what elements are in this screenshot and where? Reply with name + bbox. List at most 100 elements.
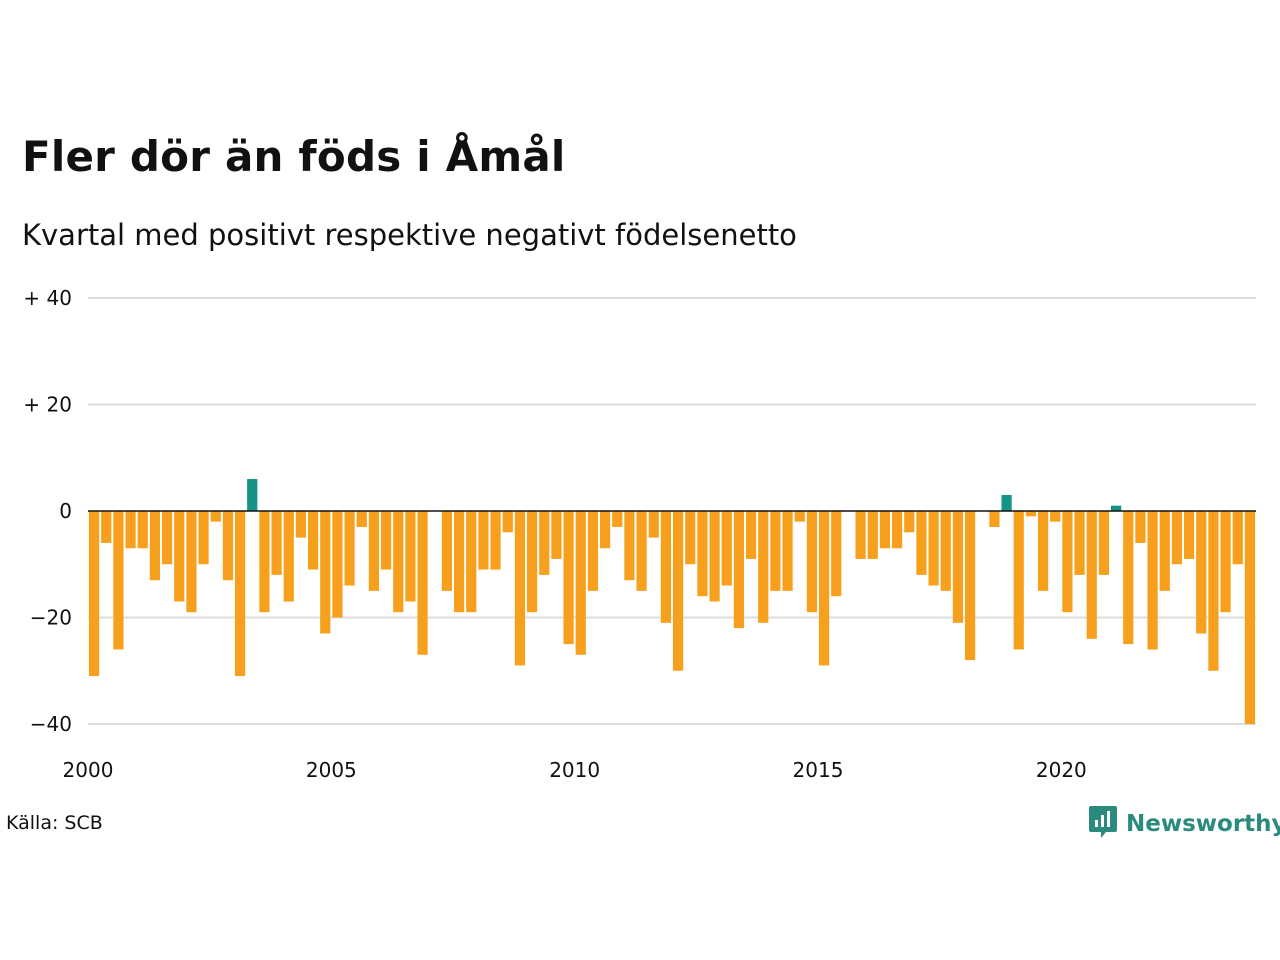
bar	[1159, 511, 1170, 591]
bar	[989, 511, 1000, 527]
bar	[1244, 511, 1256, 724]
bar	[818, 511, 830, 666]
bar	[222, 511, 234, 581]
bar-chart: + 40 + 20 0 −20 −40 2000 2005 2010 2015 2020	[23, 286, 1256, 782]
bar	[380, 511, 392, 570]
bars	[88, 479, 1256, 724]
bar	[161, 511, 173, 565]
bar	[1220, 511, 1231, 613]
y-tick-label: −20	[30, 606, 72, 630]
bar	[1013, 511, 1024, 650]
bar	[1062, 511, 1073, 613]
bar	[587, 511, 599, 591]
bar	[685, 511, 696, 565]
x-tick-label: 2015	[793, 758, 844, 782]
y-tick-label: + 20	[23, 393, 72, 417]
bar	[368, 511, 380, 591]
bar	[259, 511, 270, 613]
bar	[758, 511, 769, 623]
bar	[393, 511, 404, 613]
bar	[514, 511, 526, 666]
bar	[551, 511, 562, 559]
bar	[782, 511, 793, 591]
bar	[721, 511, 732, 586]
bar	[490, 511, 501, 570]
bar	[709, 511, 720, 602]
bar	[867, 511, 878, 559]
bar	[952, 511, 964, 623]
bar	[478, 511, 489, 570]
bar	[928, 511, 939, 586]
bar	[831, 511, 842, 597]
x-tick-label: 2010	[549, 758, 600, 782]
y-tick-label: −40	[30, 712, 72, 736]
bar	[405, 511, 416, 602]
bar	[1123, 511, 1134, 645]
bar	[332, 511, 343, 618]
x-tick-label: 2020	[1036, 758, 1087, 782]
bar	[344, 511, 355, 586]
bar	[1001, 495, 1012, 511]
bar	[1196, 511, 1207, 634]
bar	[660, 511, 672, 623]
x-tick-label: 2005	[306, 758, 357, 782]
bar	[770, 511, 781, 591]
bar	[964, 511, 976, 661]
bar	[453, 511, 465, 613]
bar	[283, 511, 294, 602]
x-tick-label: 2000	[63, 758, 114, 782]
y-axis-tick-labels: + 40 + 20 0 −20 −40	[23, 286, 72, 736]
bar	[417, 511, 428, 655]
bar	[356, 511, 367, 527]
bar	[891, 511, 903, 549]
bar	[794, 511, 805, 522]
bar	[648, 511, 659, 538]
bar	[672, 511, 684, 671]
bar	[210, 511, 221, 522]
bar	[1025, 511, 1037, 517]
bar	[1098, 511, 1110, 575]
bar	[879, 511, 891, 549]
bar	[855, 511, 866, 559]
brand-logo: Newsworthy	[1088, 804, 1280, 844]
bar	[441, 511, 453, 591]
bar	[745, 511, 757, 559]
bar	[271, 511, 282, 575]
bar	[539, 511, 550, 575]
bar	[174, 511, 185, 602]
bar	[137, 511, 148, 549]
bar	[502, 511, 513, 533]
bar	[636, 511, 647, 591]
bar	[1183, 511, 1195, 559]
bar	[307, 511, 319, 570]
bar	[1208, 511, 1219, 671]
bar	[1110, 505, 1122, 511]
bar	[733, 511, 745, 629]
brand-name: Newsworthy	[1126, 811, 1280, 837]
y-tick-label: + 40	[23, 286, 72, 310]
bar	[526, 511, 538, 613]
bar	[125, 511, 136, 549]
bar	[612, 511, 623, 527]
bar	[1086, 511, 1097, 639]
source-note: Källa: SCB	[6, 812, 103, 834]
bar	[1171, 511, 1183, 565]
bar	[247, 479, 258, 511]
bar	[624, 511, 635, 581]
bar	[88, 511, 100, 677]
bar	[1050, 511, 1061, 522]
bar	[1135, 511, 1146, 543]
bar	[198, 511, 209, 565]
chart-subtitle: Kvartal med positivt respektive negativt…	[22, 218, 797, 252]
bar	[149, 511, 161, 581]
bar	[806, 511, 818, 613]
bar	[466, 511, 477, 613]
bar	[1147, 511, 1158, 650]
bar	[101, 511, 112, 543]
bar	[295, 511, 307, 538]
grid-lines	[88, 297, 1256, 725]
newsworthy-chart-bubble-icon	[1088, 804, 1118, 844]
bar	[599, 511, 611, 549]
y-tick-label: 0	[59, 499, 72, 523]
bar	[904, 511, 915, 533]
